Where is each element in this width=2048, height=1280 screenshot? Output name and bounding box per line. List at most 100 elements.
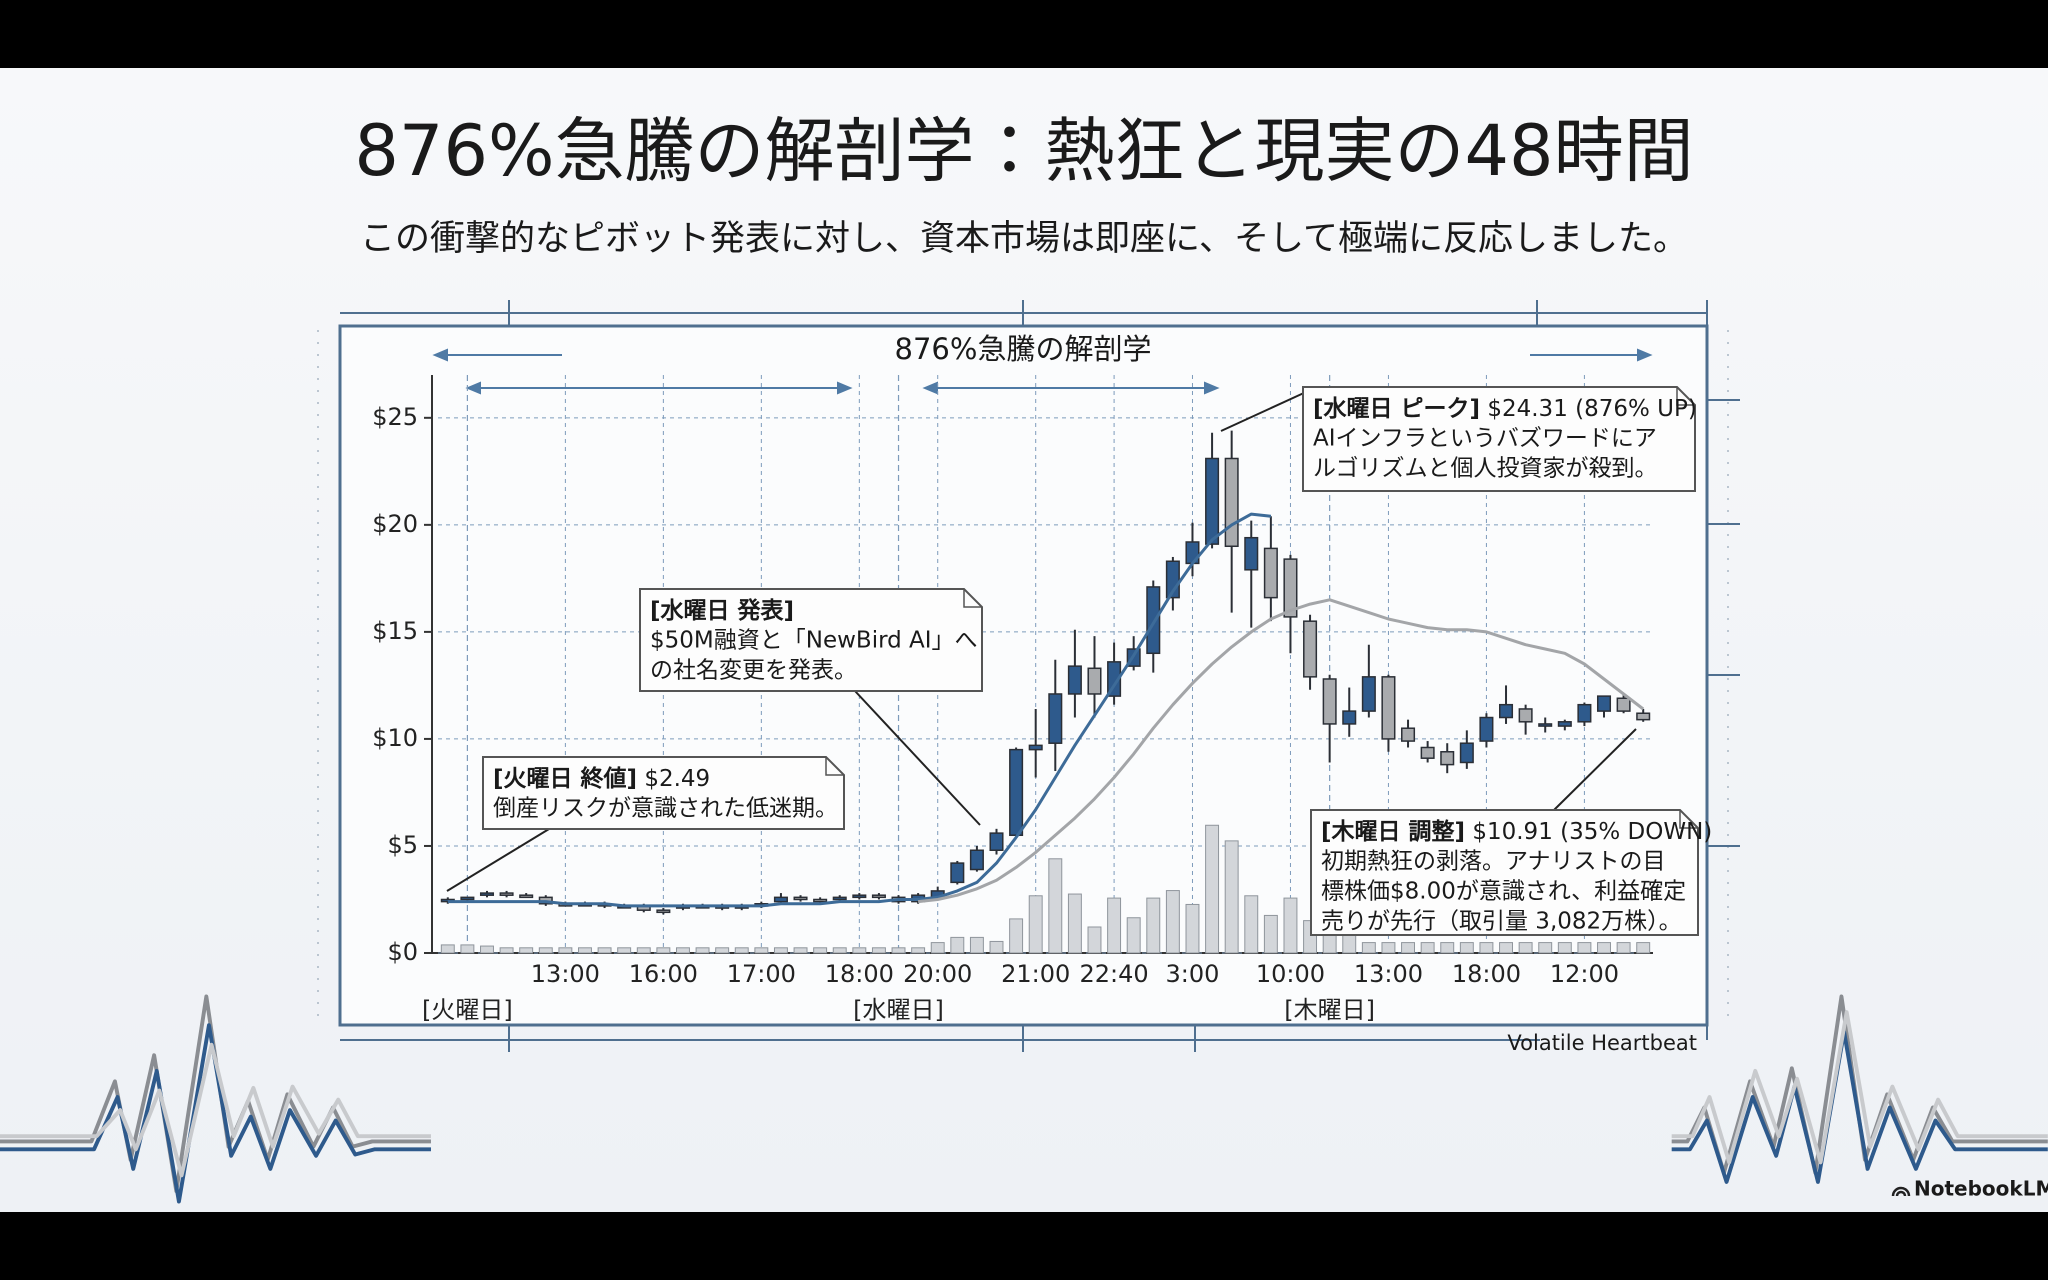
brand-icon	[1891, 1186, 1911, 1197]
volume-bar	[1440, 942, 1455, 954]
volume-bar	[656, 947, 671, 954]
x-tick-label: 12:00	[1550, 960, 1619, 988]
bottom-bar	[0, 1212, 2048, 1280]
x-tick-label: 16:00	[629, 960, 698, 988]
callout-line: 売りが先行（取引量 3,082万株）。	[1321, 909, 1682, 935]
candle-body	[1459, 742, 1474, 764]
chart-title: 876%急騰の解剖学	[895, 332, 1152, 366]
x-tick-label: 13:00	[531, 960, 600, 988]
volume-bar	[460, 944, 475, 954]
volume-bar	[950, 936, 965, 954]
volume-bar	[832, 947, 847, 954]
day-label: [水曜日]	[853, 996, 944, 1024]
callout-line: AIインフラというバズワードにア	[1313, 426, 1657, 452]
volume-bar	[1009, 918, 1024, 954]
callout-pointer	[446, 828, 550, 892]
volume-bar	[1224, 840, 1239, 954]
callout-heading: [水曜日 発表]	[650, 598, 794, 624]
candle-body	[1009, 748, 1024, 837]
x-tick-label: 17:00	[727, 960, 796, 988]
candle-body	[1577, 703, 1592, 723]
volume-bar	[891, 947, 906, 954]
callout-heading: [木曜日 調整] $10.91 (35% DOWN)	[1321, 818, 1712, 845]
volume-bar	[715, 947, 730, 954]
callout-fold	[963, 589, 982, 608]
candle-body	[852, 894, 867, 899]
candle-body	[989, 832, 1004, 851]
callout-box	[482, 756, 845, 830]
callout-title: [木曜日 調整]	[1321, 818, 1465, 845]
y-tick-label: $20	[372, 510, 418, 538]
callout-value: $10.91 (35% DOWN)	[1472, 819, 1712, 845]
volume-bar	[1381, 942, 1396, 954]
candle-body	[1596, 695, 1612, 712]
y-tick-label: $25	[372, 403, 418, 431]
volume-bar	[1205, 824, 1220, 954]
y-tick-label: $10	[372, 724, 418, 752]
volume-bar	[1185, 903, 1200, 954]
slide-subtitle: この衝撃的なピボット発表に対し、資本市場は即座に、そして極端に反応しました。	[360, 219, 1688, 259]
callout-value: $2.49	[644, 766, 710, 792]
volume-bar	[1048, 858, 1063, 954]
volume-bar	[1499, 942, 1513, 954]
heartbeat-decoration	[0, 994, 2048, 1204]
volume-bar	[1557, 942, 1572, 954]
day-label: [木曜日]	[1284, 996, 1375, 1024]
callout-pointer	[1553, 728, 1637, 811]
volume-bar	[1538, 942, 1553, 954]
x-tick-label: 22:40	[1080, 960, 1149, 988]
moving-average-line	[447, 512, 1272, 908]
callout-value: $24.31 (876% UP)	[1487, 396, 1697, 422]
candle-body	[1322, 678, 1337, 725]
callout-title: [水曜日 ピーク]	[1313, 396, 1480, 422]
candle-body	[1616, 697, 1631, 712]
volume-bar	[1028, 895, 1043, 954]
candle-body	[1146, 586, 1161, 655]
volume-bar	[773, 947, 788, 954]
candle-body	[813, 898, 828, 903]
day-label: [火曜日]	[422, 996, 513, 1024]
callout-line: の社名変更を発表。	[650, 658, 857, 684]
candle-body	[1479, 716, 1494, 742]
volume-bar	[1616, 942, 1631, 954]
candle-body	[832, 896, 847, 901]
volume-bar	[558, 947, 573, 954]
brand-name: NotebookLM	[1914, 1177, 2048, 1201]
candle-body	[969, 849, 984, 871]
callout-box	[1302, 386, 1696, 492]
volume-bar	[813, 947, 828, 954]
candle-body	[1303, 620, 1318, 678]
candle-body	[773, 896, 788, 903]
callout-pointer	[1220, 391, 1307, 432]
moving-average-line	[917, 598, 1645, 904]
candle-body	[1263, 547, 1278, 599]
brand: NotebookLM	[1891, 1177, 2048, 1201]
candle-body	[1636, 712, 1651, 721]
candle-body	[519, 894, 534, 899]
x-tick-label: 10:00	[1256, 960, 1325, 988]
volume-bar	[930, 942, 945, 954]
volume-bar	[519, 947, 534, 954]
volume-bar	[578, 947, 592, 954]
volume-bar	[989, 940, 1004, 954]
candle-body	[1342, 710, 1357, 725]
candle-body	[1361, 676, 1376, 712]
candle-body	[1401, 727, 1416, 742]
candle-body	[1381, 676, 1396, 740]
dimension-arrows	[432, 348, 1653, 395]
y-tick-label: $15	[372, 617, 418, 645]
volume-bar	[1518, 942, 1533, 954]
candle-body	[460, 896, 475, 901]
candle-body	[1028, 744, 1043, 751]
callout-line: 初期熱狂の剥落。アナリストの目	[1321, 849, 1666, 875]
candle-body	[499, 892, 514, 896]
callout-box	[1310, 809, 1699, 936]
candle-body	[1244, 536, 1259, 571]
slide-title: 876%急騰の解剖学：熱狂と現実の48時間	[354, 110, 1693, 192]
volume-bar	[1401, 942, 1416, 954]
callout-fold	[825, 757, 844, 776]
volume-bar	[1067, 893, 1082, 954]
volume-bar	[1420, 942, 1435, 954]
volume-bar	[480, 945, 494, 954]
